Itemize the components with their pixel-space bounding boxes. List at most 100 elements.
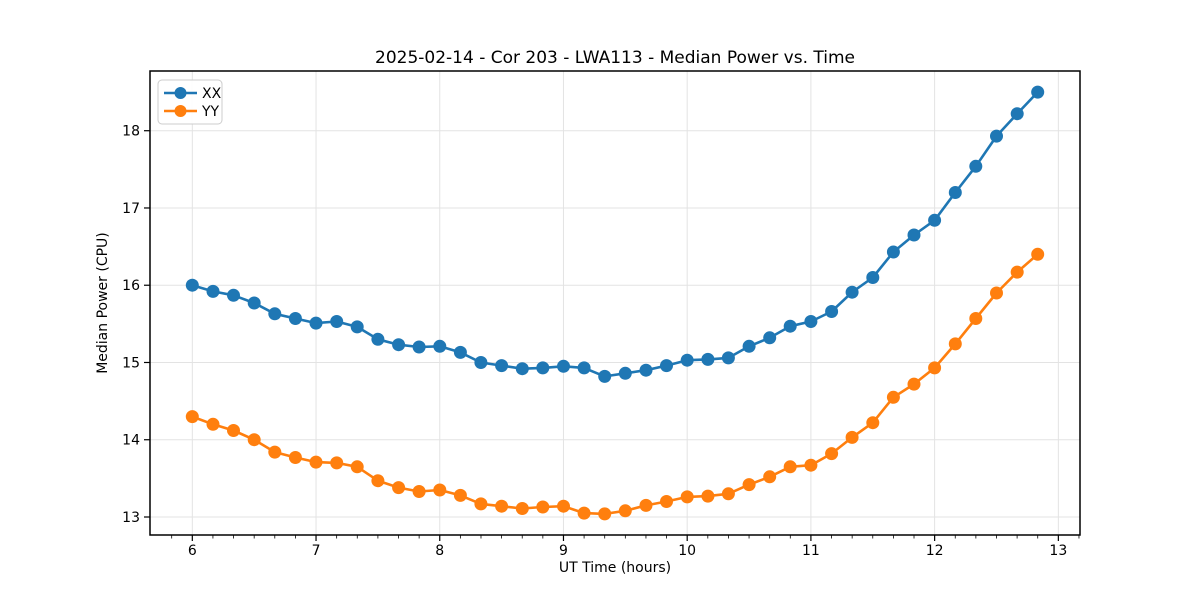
data-point-xx <box>495 359 509 373</box>
y-tick-label: 13 <box>122 510 140 526</box>
data-point-yy <box>825 447 839 461</box>
axes-spines <box>149 70 1081 536</box>
series-layer <box>185 85 1045 521</box>
data-point-yy <box>907 377 921 391</box>
data-point-xx <box>1010 107 1024 121</box>
data-point-xx <box>371 332 385 346</box>
data-point-xx <box>350 320 364 334</box>
data-point-yy <box>495 499 509 513</box>
y-tick-label: 18 <box>122 124 140 140</box>
data-point-xx <box>866 271 880 284</box>
data-point-yy <box>866 416 880 430</box>
data-point-yy <box>206 417 220 431</box>
y-tick-label: 14 <box>122 433 140 449</box>
x-axis-label: UT Time (hours) <box>559 560 671 576</box>
data-point-yy <box>474 497 488 511</box>
data-point-xx <box>474 356 488 369</box>
data-point-xx <box>227 288 240 302</box>
x-tick-label: 9 <box>559 543 568 559</box>
data-point-xx <box>845 285 859 299</box>
legend: XX YY <box>157 79 223 125</box>
data-point-xx <box>577 361 591 375</box>
data-point-yy <box>948 337 962 351</box>
data-point-xx <box>392 338 406 352</box>
data-point-yy <box>845 430 859 444</box>
data-point-yy <box>536 500 550 514</box>
data-point-xx <box>701 352 715 366</box>
data-point-yy <box>453 488 467 502</box>
data-point-yy <box>804 458 818 472</box>
data-point-yy <box>309 455 323 469</box>
data-point-xx <box>247 296 261 310</box>
data-point-xx <box>886 245 900 259</box>
data-point-yy <box>783 460 797 474</box>
data-point-xx <box>928 213 942 227</box>
data-point-xx <box>268 307 282 321</box>
data-point-yy <box>515 502 529 515</box>
data-point-xx <box>763 331 777 345</box>
data-point-xx <box>680 353 694 367</box>
data-point-xx <box>288 312 302 325</box>
x-tick-label: 6 <box>188 543 197 559</box>
data-point-yy <box>990 286 1003 300</box>
data-point-xx <box>206 284 220 298</box>
data-point-yy <box>701 489 715 503</box>
data-point-yy <box>557 499 570 513</box>
y-axis-label: Median Power (CPU) <box>95 232 111 374</box>
data-point-yy <box>350 460 364 474</box>
x-tick-label: 7 <box>312 543 321 559</box>
data-point-yy <box>763 470 777 484</box>
data-point-xx <box>598 369 612 383</box>
data-point-xx <box>412 340 426 354</box>
data-point-yy <box>680 490 694 504</box>
x-tick-label: 10 <box>678 543 696 559</box>
data-point-yy <box>928 361 942 375</box>
data-point-xx <box>969 159 983 173</box>
data-point-xx <box>185 278 199 292</box>
x-tick-label: 11 <box>802 543 820 559</box>
data-point-xx <box>536 361 550 375</box>
data-point-yy <box>639 498 653 512</box>
data-point-xx <box>804 315 818 328</box>
legend-label-yy: YY <box>201 104 220 120</box>
data-point-xx <box>825 305 839 318</box>
y-tick-label: 15 <box>122 355 140 371</box>
data-point-yy <box>721 487 735 501</box>
data-point-yy <box>247 433 261 447</box>
data-point-yy <box>598 507 612 521</box>
data-point-yy <box>886 390 900 404</box>
chart-title: 2025-02-14 - Cor 203 - LWA113 - Median P… <box>375 48 855 68</box>
data-point-xx <box>433 339 447 353</box>
data-point-yy <box>618 504 632 518</box>
legend-marker-yy <box>174 105 187 117</box>
data-point-yy <box>660 495 673 508</box>
data-point-xx <box>783 319 797 333</box>
data-point-xx <box>639 363 653 377</box>
data-point-yy <box>969 312 983 325</box>
data-point-yy <box>185 410 199 424</box>
data-point-xx <box>721 351 735 365</box>
data-point-xx <box>990 129 1003 143</box>
x-tick-label: 8 <box>435 543 444 559</box>
data-point-xx <box>907 228 921 242</box>
data-point-xx <box>557 359 570 373</box>
data-point-xx <box>453 345 467 359</box>
tick-label-layer: 6 7 8 9 10 11 12 13 13 14 15 16 17 18 <box>122 124 1067 559</box>
y-tick-label: 16 <box>122 278 140 294</box>
data-point-xx <box>618 366 632 380</box>
legend-marker-xx <box>174 87 187 99</box>
legend-label-xx: XX <box>202 86 222 102</box>
tick-layer <box>144 130 1080 541</box>
data-point-xx <box>660 359 673 373</box>
data-point-xx <box>742 339 756 353</box>
x-tick-label: 13 <box>1049 543 1067 559</box>
data-point-yy <box>288 451 302 464</box>
data-point-yy <box>1031 247 1045 261</box>
data-point-xx <box>1031 85 1045 99</box>
data-point-yy <box>1010 265 1024 279</box>
x-tick-label: 12 <box>926 543 944 559</box>
data-point-yy <box>227 424 240 437</box>
data-point-yy <box>433 483 447 497</box>
data-point-yy <box>330 456 344 470</box>
